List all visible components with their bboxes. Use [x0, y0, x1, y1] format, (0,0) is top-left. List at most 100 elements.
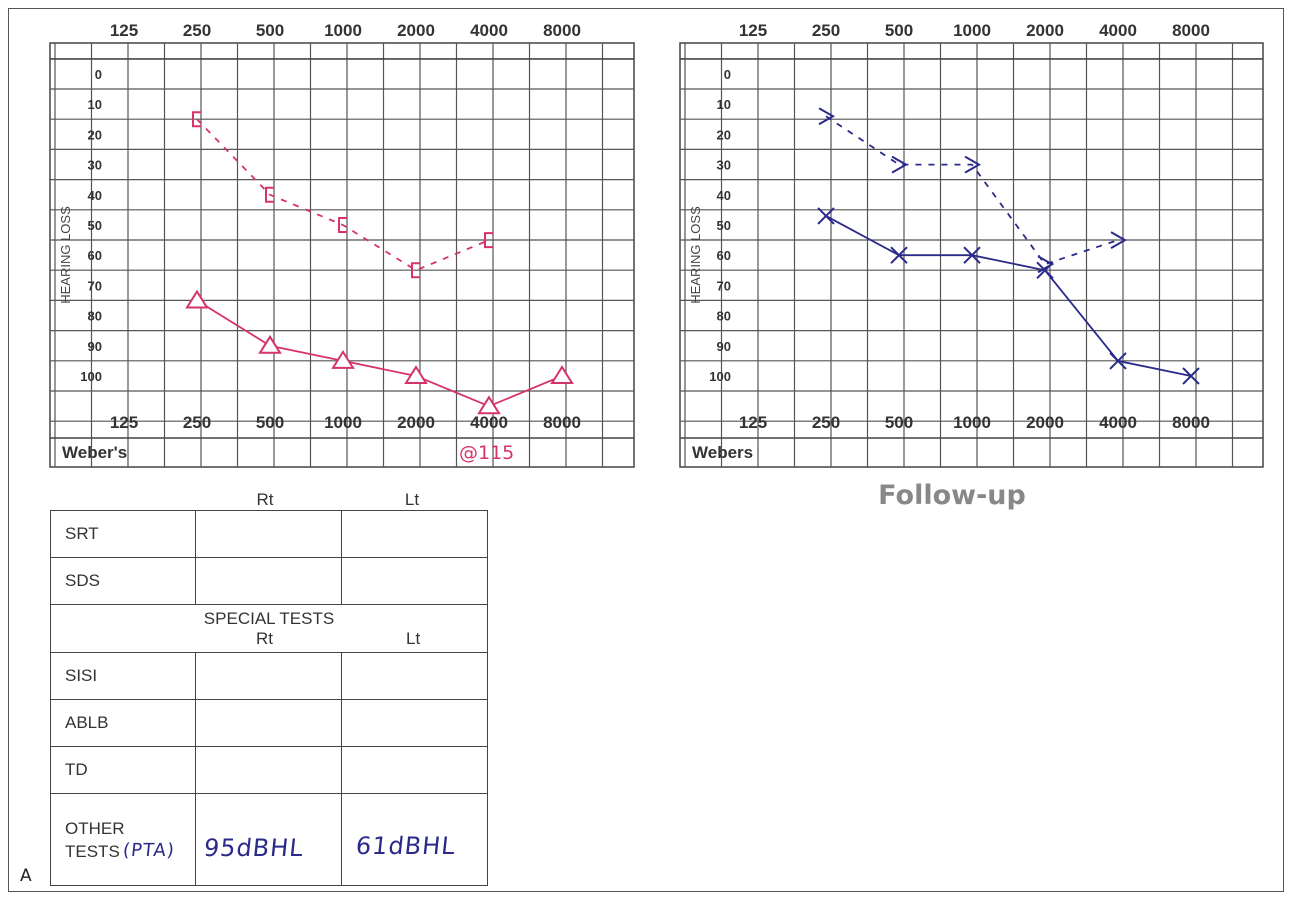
triangle-marker: [404, 365, 428, 384]
y-tick-label: 30: [88, 158, 102, 173]
grid: [50, 43, 634, 467]
y-tick-label: 0: [95, 67, 102, 82]
bracket-marker: [192, 111, 201, 128]
x-marker: [1036, 261, 1054, 280]
x-tick-label-top: 4000: [470, 21, 508, 40]
other-lt-cell: 61dBHL: [341, 793, 488, 886]
x-tick-label-bottom: 500: [885, 413, 913, 432]
angle-marker: [818, 107, 836, 126]
x-tick-label-bottom: 1000: [953, 413, 991, 432]
ablb-lt-cell: [341, 699, 488, 747]
angle-marker: [891, 155, 909, 174]
triangle-marker: [550, 365, 574, 384]
x-tick-label-bottom: 2000: [1026, 413, 1064, 432]
x-tick-label-bottom: 4000: [470, 413, 508, 432]
x-tick-label-bottom: 8000: [1172, 413, 1210, 432]
x-tick-label-top: 250: [183, 21, 211, 40]
tests-table: SRT SDS SPECIAL TESTS Rt Lt SISI ABLB TD: [50, 510, 488, 886]
triangle-marker: [185, 289, 209, 309]
x-tick-label-top: 8000: [1172, 21, 1210, 40]
x-tick-label-top: 500: [885, 21, 913, 40]
table-row: SPECIAL TESTS Rt Lt: [50, 604, 488, 653]
other-label-line2: TESTS: [65, 841, 120, 861]
row-label-other: OTHER TESTS (PTA): [50, 793, 196, 886]
follow-up-caption: Follow-up: [878, 480, 1026, 511]
bracket-marker: [338, 217, 347, 233]
y-tick-label: 30: [717, 158, 731, 173]
col-header-lt: Lt: [404, 490, 420, 509]
series-1: [818, 107, 1128, 274]
triangle-marker: [477, 395, 501, 415]
x-tick-label-bottom: 125: [739, 413, 767, 432]
x-marker: [963, 246, 981, 264]
bracket-marker: [265, 186, 274, 203]
page-frame: [8, 8, 1284, 892]
y-tick-label: 100: [709, 369, 731, 384]
x-tick-label-top: 250: [812, 21, 840, 40]
x-tick-label-bottom: 250: [183, 413, 211, 432]
x-marker: [817, 207, 835, 225]
special-col-rt: Rt: [256, 628, 273, 648]
x-tick-label-bottom: 4000: [1099, 413, 1137, 432]
y-tick-label: 50: [88, 218, 102, 233]
x-tick-label-bottom: 125: [110, 413, 138, 432]
y-tick-label: 0: [724, 67, 731, 82]
table-row: OTHER TESTS (PTA) 95dBHL 61dBHL: [50, 793, 488, 886]
x-tick-label-bottom: 1000: [324, 413, 362, 432]
table-row: SISI: [50, 652, 488, 700]
x-tick-label-bottom: 500: [256, 413, 284, 432]
plot-frame: [49, 42, 635, 468]
y-tick-label: 80: [88, 309, 102, 324]
triangle-marker: [258, 334, 282, 354]
audiogram-panel-1: 1251252502505005001000100020002000400040…: [49, 21, 635, 468]
row-label-ablb: ABLB: [50, 699, 196, 747]
series-line: [825, 115, 1119, 266]
td-rt-cell: [195, 746, 342, 794]
special-tests-header: SPECIAL TESTS Rt Lt: [50, 604, 488, 653]
table-row: SRT: [50, 510, 488, 558]
x-tick-label-top: 125: [110, 21, 138, 40]
table-row: TD: [50, 746, 488, 794]
y-tick-label: 50: [717, 218, 731, 233]
angle-marker: [1110, 231, 1128, 249]
x-tick-label-bottom: 8000: [543, 413, 581, 432]
x-tick-label-top: 2000: [1026, 21, 1064, 40]
series-line: [825, 215, 1192, 377]
srt-lt-cell: [341, 510, 488, 558]
sisi-lt-cell: [341, 652, 488, 700]
plot-frame: [679, 42, 1264, 468]
bracket-marker: [411, 262, 420, 279]
x-tick-label-bottom: 2000: [397, 413, 435, 432]
y-tick-label: 40: [717, 188, 731, 203]
y-tick-label: 10: [88, 97, 102, 112]
x-tick-label-top: 125: [739, 21, 767, 40]
sisi-rt-cell: [195, 652, 342, 700]
row-label-sisi: SISI: [50, 652, 196, 700]
y-tick-label: 20: [88, 127, 102, 142]
y-tick-label: 60: [88, 248, 102, 263]
table-row: ABLB: [50, 699, 488, 747]
y-tick-label: 80: [717, 309, 731, 324]
row-label-srt: SRT: [50, 510, 196, 558]
y-tick-label: 90: [717, 339, 731, 354]
x-marker: [1109, 352, 1127, 370]
table-row: SDS: [50, 557, 488, 605]
special-col-lt: Lt: [406, 628, 421, 648]
series-2: [817, 207, 1200, 385]
y-axis-label: HEARING LOSS: [58, 206, 73, 304]
audiogram-panel-2: 1251252502505005001000100020002000400040…: [679, 21, 1264, 468]
sds-lt-cell: [341, 557, 488, 605]
series-line: [196, 118, 490, 272]
y-axis-label: HEARING LOSS: [688, 206, 703, 304]
y-tick-label: 100: [80, 369, 102, 384]
x-marker: [1182, 367, 1200, 385]
y-tick-label: 90: [88, 339, 102, 354]
col-header-rt: Rt: [256, 490, 274, 509]
x-tick-label-top: 2000: [397, 21, 435, 40]
series-line: [196, 299, 563, 408]
row-label-sds: SDS: [50, 557, 196, 605]
other-rt-value: 95dBHL: [202, 834, 306, 862]
y-tick-label: 60: [717, 248, 731, 263]
other-handwritten-label: (PTA): [121, 840, 176, 861]
